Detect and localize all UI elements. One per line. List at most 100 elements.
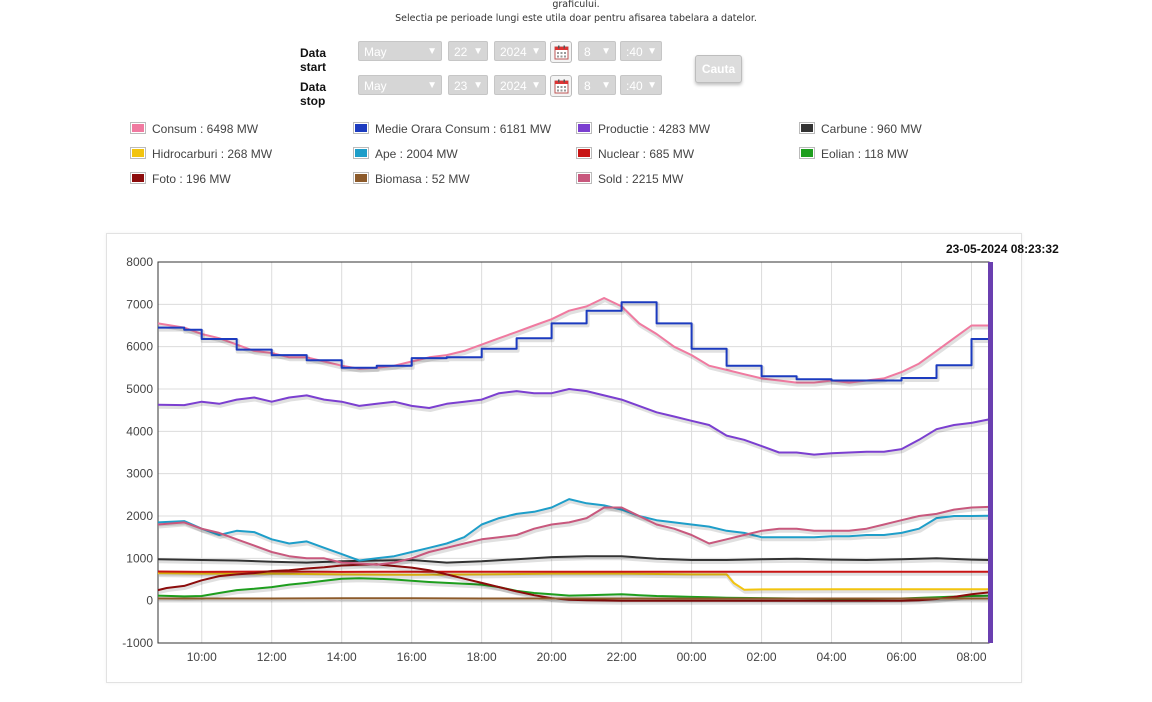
legend-swatch [130, 122, 146, 134]
legend-label: Productie : 4283 MW [598, 122, 711, 136]
date-stop-label: Data stop [300, 80, 327, 108]
legend-swatch [576, 122, 592, 134]
calendar-icon [554, 45, 569, 60]
stop-month-value: May [364, 79, 387, 93]
start-minute-value: :40 [626, 45, 643, 59]
chart-panel [106, 233, 1022, 683]
notice-text-line2: Selectia pe perioade lungi este utila do… [395, 13, 757, 24]
start-calendar-button[interactable] [550, 41, 572, 63]
start-year-select[interactable]: 2024 ▼ [494, 41, 546, 61]
chart-timestamp: 23-05-2024 08:23:32 [946, 242, 1059, 256]
y-tick-label: -1000 [122, 636, 153, 650]
series-shadow-carbune [158, 556, 991, 567]
legend-swatch [799, 122, 815, 134]
series-shadow-consum [158, 298, 990, 387]
legend-swatch [576, 147, 592, 159]
start-month-select[interactable]: May ▼ [358, 41, 442, 61]
series-shadow-medie-orara-consum [159, 302, 990, 385]
chevron-down-icon: ▼ [427, 46, 437, 57]
chevron-down-icon: ▼ [427, 80, 437, 91]
chevron-down-icon: ▼ [601, 80, 611, 91]
series-line-hidrocarburi [157, 572, 989, 591]
legend-label: Nuclear : 685 MW [598, 147, 695, 161]
legend-swatch [799, 147, 815, 159]
legend-label: Foto : 196 MW [152, 172, 231, 186]
stop-minute-select[interactable]: :40 ▼ [620, 75, 662, 95]
stop-calendar-button[interactable] [550, 75, 572, 97]
series-shadow-sold [158, 506, 991, 569]
legend-swatch [353, 147, 369, 159]
legend-swatch [130, 172, 146, 184]
x-tick-label: 12:00 [257, 650, 287, 664]
series-line-ape [157, 498, 990, 562]
legend-label: Biomasa : 52 MW [375, 172, 470, 186]
legend-label: Consum : 6498 MW [152, 122, 259, 136]
chevron-down-icon: ▼ [531, 80, 541, 91]
start-day-value: 22 [454, 45, 468, 59]
start-hour-value: 8 [584, 45, 591, 59]
notice-text-line1: graficului. [552, 0, 600, 10]
start-month-value: May [364, 45, 387, 59]
series-shadow-productie [158, 389, 991, 459]
x-tick-label: 16:00 [397, 650, 427, 664]
start-year-value: 2024 [500, 45, 527, 59]
chevron-down-icon: ▼ [647, 80, 657, 91]
series-line-sold [157, 505, 990, 566]
stop-minute-value: :40 [626, 79, 643, 93]
stop-day-select[interactable]: 23 ▼ [448, 75, 488, 95]
legend-label: Carbune : 960 MW [821, 122, 922, 136]
chevron-down-icon: ▼ [531, 46, 541, 57]
series-line-foto [157, 563, 990, 602]
x-tick-label: 22:00 [607, 650, 637, 664]
stop-year-value: 2024 [500, 79, 527, 93]
stop-hour-select[interactable]: 8 ▼ [578, 75, 616, 95]
series-shadow-foto [158, 564, 991, 605]
legend-label: Sold : 2215 MW [598, 172, 684, 186]
chevron-down-icon: ▼ [473, 80, 483, 91]
y-tick-label: 1000 [126, 551, 153, 565]
start-minute-select[interactable]: :40 ▼ [620, 41, 662, 61]
x-tick-label: 02:00 [747, 650, 777, 664]
calendar-icon [554, 79, 569, 94]
stop-hour-value: 8 [584, 79, 591, 93]
start-hour-select[interactable]: 8 ▼ [578, 41, 616, 61]
legend-swatch [353, 122, 369, 134]
stop-month-select[interactable]: May ▼ [358, 75, 442, 95]
y-tick-label: 7000 [126, 297, 153, 311]
legend-label: Eolian : 118 MW [821, 147, 909, 161]
x-tick-label: 20:00 [537, 650, 567, 664]
series-line-carbune [157, 555, 990, 564]
legend-label: Hidrocarburi : 268 MW [152, 147, 273, 161]
x-tick-label: 18:00 [467, 650, 497, 664]
chevron-down-icon: ▼ [473, 46, 483, 57]
series-shadow-hidrocarburi [158, 573, 990, 594]
stop-day-value: 23 [454, 79, 468, 93]
legend-swatch [576, 172, 592, 184]
x-tick-label: 04:00 [817, 650, 847, 664]
y-tick-label: 4000 [126, 424, 153, 438]
y-tick-label: 8000 [126, 255, 153, 269]
x-tick-label: 06:00 [887, 650, 917, 664]
x-tick-label: 14:00 [327, 650, 357, 664]
stop-year-select[interactable]: 2024 ▼ [494, 75, 546, 95]
x-tick-label: 00:00 [677, 650, 707, 664]
current-time-marker [988, 262, 993, 643]
y-tick-label: 6000 [126, 340, 153, 354]
series-line-medie-orara-consum [158, 301, 989, 382]
legend-swatch [353, 172, 369, 184]
series-shadow-ape [158, 499, 991, 565]
y-tick-label: 0 [146, 594, 153, 608]
start-day-select[interactable]: 22 ▼ [448, 41, 488, 61]
y-tick-label: 2000 [126, 509, 153, 523]
x-tick-label: 08:00 [956, 650, 986, 664]
series-line-productie [157, 388, 990, 456]
y-tick-label: 3000 [126, 467, 153, 481]
chevron-down-icon: ▼ [601, 46, 611, 57]
legend-label: Ape : 2004 MW [375, 147, 458, 161]
chevron-down-icon: ▼ [647, 46, 657, 57]
search-button[interactable]: Cauta [695, 55, 742, 83]
y-tick-label: 5000 [126, 382, 153, 396]
legend-label: Medie Orara Consum : 6181 MW [375, 122, 552, 136]
series-line-consum [157, 297, 989, 384]
